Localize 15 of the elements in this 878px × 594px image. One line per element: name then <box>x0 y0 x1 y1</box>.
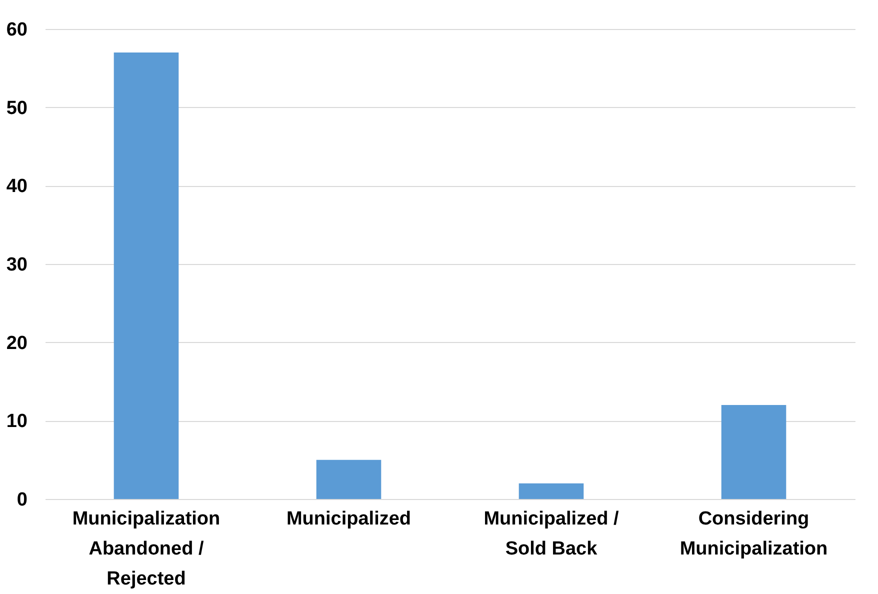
y-tick-label: 40 <box>6 176 28 198</box>
y-tick-label: 20 <box>6 332 28 354</box>
y-tick-label: 10 <box>6 411 28 432</box>
y-tick-label: 60 <box>6 20 28 40</box>
y-tick-label: 30 <box>6 254 28 276</box>
bar <box>114 52 179 499</box>
bar <box>518 483 584 499</box>
x-tick-label: Municipalized / Sold Back <box>484 508 620 560</box>
x-tick-label: Municipalization Abandoned / Rejected <box>72 508 220 590</box>
x-tick-label: Municipalized <box>286 508 412 530</box>
y-tick-label: 0 <box>16 490 28 510</box>
x-tick-label: Considering Municipalization <box>680 508 828 560</box>
y-tick-label: 50 <box>6 98 28 119</box>
bar <box>316 460 382 499</box>
bar <box>721 405 786 499</box>
